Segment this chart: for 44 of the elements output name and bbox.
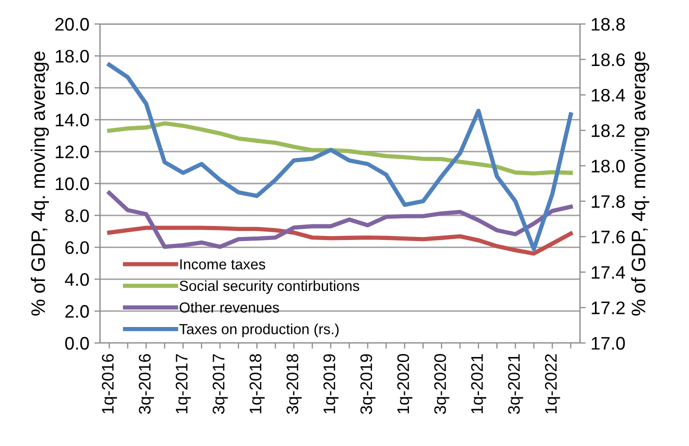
- y2-tick-label: 17.0: [592, 336, 625, 350]
- line-series: [107, 190, 573, 249]
- x-tick-label: 1q-2017: [176, 354, 191, 414]
- y-tick-label: 18.0: [56, 50, 89, 63]
- y2-tick-label: 17.4: [592, 266, 626, 279]
- y-tick-label: 12.0: [56, 146, 89, 158]
- x-tick-label: 1q-2018: [250, 354, 265, 414]
- y-axis-title: % of GDP, 4q. moving average: [30, 52, 49, 316]
- x-tick-label: 3q-2017: [212, 354, 228, 414]
- y2-tick-label: 17.6: [592, 230, 625, 244]
- x-tick-label: 3q-2020: [434, 354, 450, 414]
- y2-tick-label: 17.2: [592, 301, 625, 314]
- y2-tick-label: 18.6: [592, 53, 625, 66]
- y2-axis-title: % of GDP, 4q. moving average: [631, 52, 650, 316]
- x-tick-label: 3q-2021: [508, 354, 524, 414]
- x-tick-label: 1q-2022: [544, 354, 560, 414]
- y2-tick-label: 18.2: [592, 124, 625, 138]
- legend-label: Social security contirbutions: [180, 280, 360, 294]
- x-tick-label: 3q-2019: [360, 354, 376, 414]
- y2-tick-label: 17.8: [592, 195, 625, 208]
- line-series: [107, 226, 573, 256]
- y-tick-label: 0.0: [65, 336, 89, 350]
- legend-label: Income taxes: [180, 259, 266, 270]
- y2-tick-label: 18.8: [592, 18, 625, 31]
- x-tick-label: 1q-2021: [471, 354, 486, 414]
- y2-tick-label: 18.0: [592, 160, 625, 172]
- line-series: [107, 121, 573, 176]
- line-series: [107, 62, 573, 252]
- y-tick-label: 4.0: [64, 273, 89, 286]
- y-tick-label: 6.0: [65, 241, 89, 254]
- y-tick-label: 20.0: [55, 18, 89, 31]
- x-tick-label: 3q-2018: [286, 354, 302, 414]
- y2-tick-label: 18.4: [592, 88, 626, 102]
- y-tick-label: 16.0: [56, 82, 89, 95]
- y-tick-label: 2.0: [65, 305, 89, 318]
- y-tick-label: 14.0: [56, 114, 89, 126]
- y-tick-label: 10.0: [56, 177, 89, 190]
- x-tick-label: 1q-2019: [323, 354, 339, 414]
- y-tick-label: 8.0: [65, 209, 89, 222]
- x-tick-label: 1q-2020: [397, 354, 412, 414]
- x-tick-label: 3q-2016: [138, 354, 154, 414]
- legend-label: Taxes on production (rs.): [179, 324, 339, 338]
- x-tick-label: 1q-2016: [102, 354, 117, 414]
- legend-label: Other revenues: [180, 302, 279, 313]
